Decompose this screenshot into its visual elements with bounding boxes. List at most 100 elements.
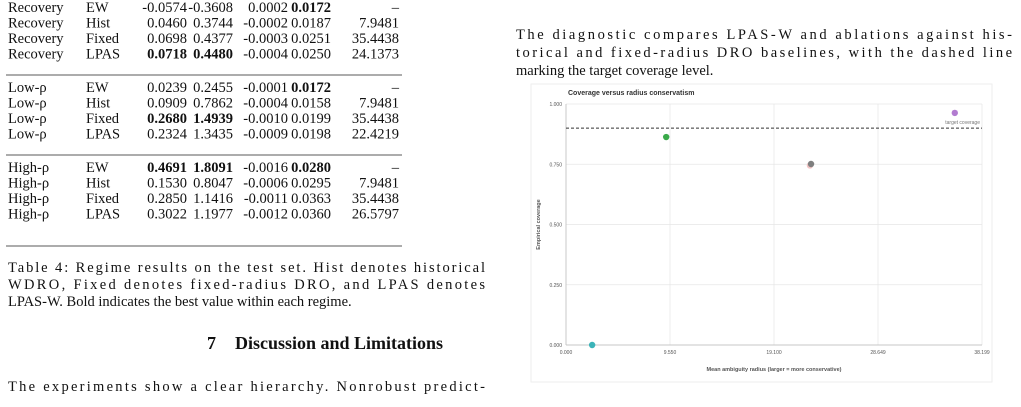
table-cell: 0.0187 xyxy=(291,16,331,32)
y-axis-label: Empirical coverage xyxy=(536,199,542,249)
table-cell: EW xyxy=(86,0,109,16)
table-cell: 0.0172 xyxy=(291,0,331,16)
y-tick-label: 0.000 xyxy=(549,343,562,349)
table-cell: Low-ρ xyxy=(8,111,47,127)
reference-label: target coverage xyxy=(945,120,980,126)
table-cell: -0.0010 xyxy=(243,111,288,127)
table-cell: – xyxy=(391,160,400,176)
body-line: The diagnostic compares LPAS-W and ablat… xyxy=(516,27,1012,43)
table-cell: -0.0011 xyxy=(244,191,288,207)
table-cell: 0.0002 xyxy=(248,0,288,16)
table-cell: 1.1977 xyxy=(193,207,233,223)
table-cell: -0.0016 xyxy=(243,160,288,176)
body-line: The experiments show a clear hierarchy. … xyxy=(8,379,485,395)
table-cell: 0.0360 xyxy=(291,207,331,223)
table-cell: 0.4691 xyxy=(147,160,187,176)
table-cell: 0.4377 xyxy=(193,31,233,47)
table-cell: -0.0004 xyxy=(243,96,288,112)
table-cell: 1.1416 xyxy=(193,191,233,207)
table-cell: 0.0239 xyxy=(147,80,187,96)
table-cell: 0.0172 xyxy=(291,80,331,96)
table-cell: 0.1530 xyxy=(147,176,187,192)
point xyxy=(662,133,670,141)
table-cell: -0.0004 xyxy=(243,47,288,63)
table-cell: -0.0006 xyxy=(243,176,288,192)
table-cell: 0.2680 xyxy=(147,111,187,127)
table-cell: 0.7862 xyxy=(193,96,233,112)
table-cell: High-ρ xyxy=(8,160,49,176)
table-cell: -0.3608 xyxy=(188,0,233,16)
table-cell: 7.9481 xyxy=(359,176,399,192)
table-cell: Recovery xyxy=(8,0,64,16)
table-cell: Fixed xyxy=(86,31,120,47)
point xyxy=(588,341,596,349)
table-cell: High-ρ xyxy=(8,207,49,223)
x-tick-label: 28.649 xyxy=(870,350,886,356)
table-cell: High-ρ xyxy=(8,176,49,192)
x-tick-label: 38.199 xyxy=(974,350,990,356)
point xyxy=(951,109,958,117)
table-cell: 0.2850 xyxy=(147,191,187,207)
table-cell: 0.3022 xyxy=(147,207,187,223)
table-cell: 0.3744 xyxy=(193,16,234,32)
table-cell: 0.8047 xyxy=(193,176,233,192)
table-cell: 35.4438 xyxy=(352,111,399,127)
table-cell: Fixed xyxy=(86,191,120,207)
x-axis-label: Mean ambiguity radius (larger = more con… xyxy=(707,367,842,373)
x-tick-label: 0.000 xyxy=(560,350,573,356)
table-cell: Recovery xyxy=(8,47,64,63)
table-cell: 1.3435 xyxy=(193,127,233,143)
y-tick-label: 0.250 xyxy=(549,283,562,289)
table-cell: 0.0251 xyxy=(291,31,331,47)
table-cell: 0.2324 xyxy=(147,127,188,143)
table-cell: 0.0158 xyxy=(291,96,331,112)
table-cell: LPAS xyxy=(86,47,120,63)
section-title: Discussion and Limitations xyxy=(235,333,443,353)
y-tick-label: 0.500 xyxy=(549,223,562,229)
table-cell: -0.0574 xyxy=(142,0,187,16)
table-cell: -0.0012 xyxy=(243,207,288,223)
y-tick-label: 0.750 xyxy=(549,162,562,168)
caption-line: LPAS-W. Bold indicates the best value wi… xyxy=(8,294,352,310)
table-cell: -0.0009 xyxy=(243,127,288,143)
table-cell: 7.9481 xyxy=(359,16,399,32)
table-cell: 0.0295 xyxy=(291,176,331,192)
chart-frame xyxy=(530,83,993,383)
table-cell: 0.0280 xyxy=(291,160,331,176)
table-cell: 0.0250 xyxy=(291,47,331,63)
x-tick-label: 19.100 xyxy=(766,350,782,356)
table-cell: Recovery xyxy=(8,31,64,47)
table-cell: 0.2455 xyxy=(193,80,233,96)
table-cell: 0.0460 xyxy=(147,16,187,32)
caption-line: Table 4: Regime results on the test set.… xyxy=(8,260,485,276)
table-cell: 0.0698 xyxy=(147,31,187,47)
table-cell: Recovery xyxy=(8,16,64,32)
table-cell: Hist xyxy=(86,176,110,192)
table-cell: 0.0909 xyxy=(147,96,187,112)
body-line: marking the target coverage level. xyxy=(516,63,713,79)
table-cell: 1.8091 xyxy=(193,160,233,176)
table-cell: -0.0001 xyxy=(243,80,288,96)
section-number: 7 xyxy=(207,333,216,353)
chart-title: Coverage versus radius conservatism xyxy=(568,90,694,97)
table-cell: LPAS xyxy=(86,127,120,143)
table-cell: Low-ρ xyxy=(8,127,47,143)
table-cell: 35.4438 xyxy=(352,31,399,47)
table-cell: 0.0199 xyxy=(291,111,331,127)
table-cell: 35.4438 xyxy=(352,191,399,207)
caption-line: WDRO, Fixed denotes fixed-radius DRO, an… xyxy=(8,277,485,293)
body-line: torical and fixed-radius DRO baselines, … xyxy=(516,45,1012,61)
table-cell: Hist xyxy=(86,96,110,112)
table-cell: Low-ρ xyxy=(8,80,47,96)
y-tick-label: 1.000 xyxy=(549,102,562,108)
x-tick-label: 9.550 xyxy=(664,350,677,356)
table-cell: EW xyxy=(86,80,109,96)
table-cell: 0.0198 xyxy=(291,127,331,143)
table-cell: 0.0363 xyxy=(291,191,331,207)
table-cell: Fixed xyxy=(86,111,120,127)
table-cell: – xyxy=(391,0,400,16)
table-cell: High-ρ xyxy=(8,191,49,207)
table-cell: 26.5797 xyxy=(352,207,399,223)
table-cell: LPAS xyxy=(86,207,120,223)
